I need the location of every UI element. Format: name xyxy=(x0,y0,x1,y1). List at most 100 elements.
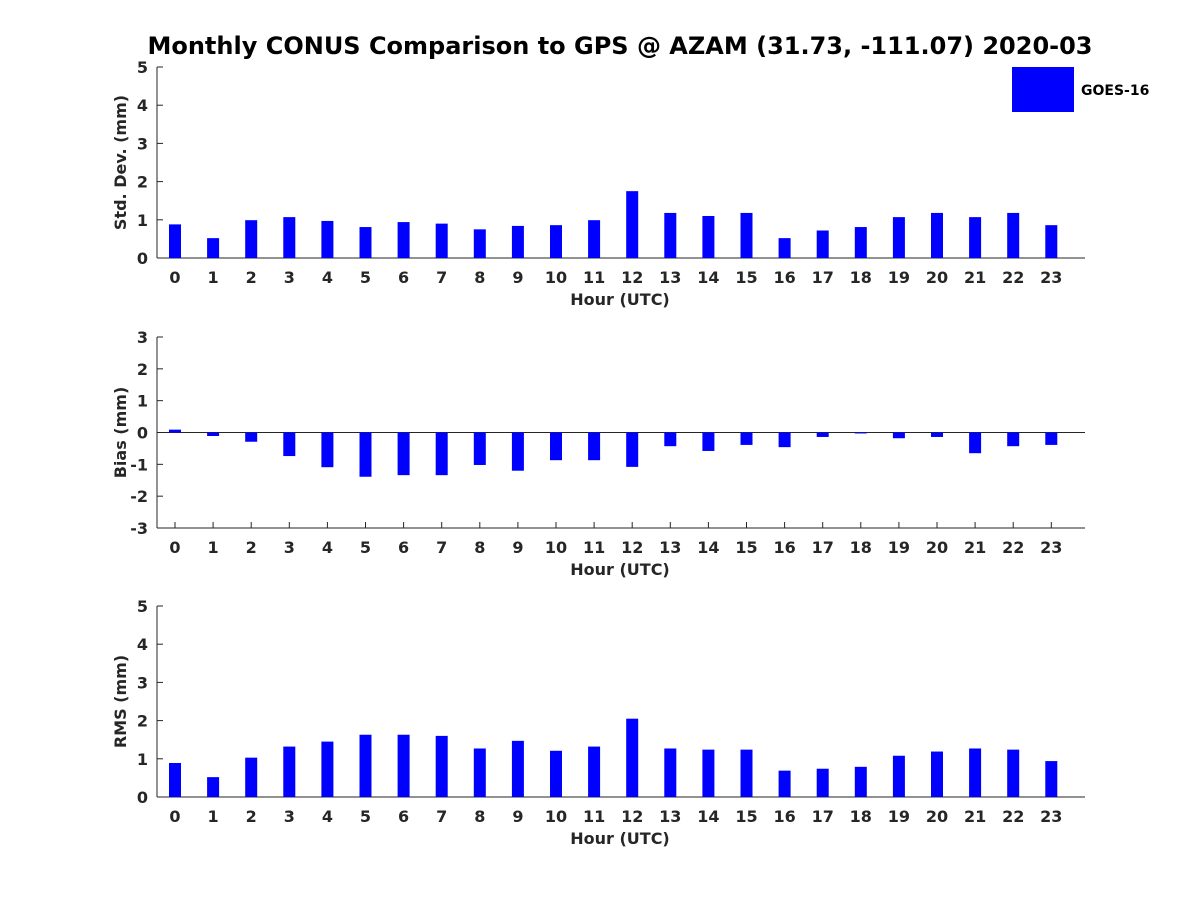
x-axis-label: Hour (UTC) xyxy=(570,829,670,848)
x-tick-label: 17 xyxy=(812,807,834,826)
x-tick-label: 1 xyxy=(208,268,219,287)
x-tick-label: 19 xyxy=(888,538,910,557)
x-tick-label: 0 xyxy=(169,268,180,287)
bar xyxy=(435,735,448,797)
bar xyxy=(1007,749,1020,797)
x-tick-label: 13 xyxy=(659,268,681,287)
bar xyxy=(931,432,943,437)
x-tick-label: 11 xyxy=(583,538,605,557)
x-tick-label: 19 xyxy=(888,807,910,826)
x-tick-label: 7 xyxy=(436,268,447,287)
bar xyxy=(588,746,601,797)
bar xyxy=(969,432,982,454)
bar xyxy=(931,751,943,797)
bar xyxy=(435,432,448,476)
y-tick-label: 2 xyxy=(137,173,148,192)
y-tick-label: 1 xyxy=(137,750,148,769)
bar xyxy=(740,749,753,797)
x-tick-label: 20 xyxy=(926,807,948,826)
bar xyxy=(397,432,410,476)
x-tick-label: 3 xyxy=(284,268,295,287)
x-tick-label: 18 xyxy=(850,807,872,826)
bar xyxy=(397,222,410,258)
bar xyxy=(588,220,601,258)
bar xyxy=(473,748,486,797)
x-tick-label: 13 xyxy=(659,807,681,826)
bar xyxy=(1045,225,1058,258)
bar xyxy=(283,217,296,258)
x-tick-label: 3 xyxy=(284,807,295,826)
bar xyxy=(207,238,220,258)
x-tick-label: 4 xyxy=(322,268,333,287)
x-tick-label: 22 xyxy=(1002,807,1024,826)
bar xyxy=(702,432,715,451)
bar xyxy=(931,212,943,258)
y-tick-label: 1 xyxy=(137,211,148,230)
bar xyxy=(169,224,181,258)
y-tick-label: 0 xyxy=(137,788,148,807)
bar xyxy=(778,770,791,797)
x-tick-label: 14 xyxy=(697,807,719,826)
x-tick-label: 6 xyxy=(398,538,409,557)
legend: GOES-16 xyxy=(1012,67,1149,112)
bar xyxy=(816,768,829,797)
x-tick-label: 20 xyxy=(926,268,948,287)
x-tick-label: 2 xyxy=(246,538,257,557)
bar xyxy=(702,749,715,797)
x-tick-label: 15 xyxy=(735,538,757,557)
x-tick-label: 12 xyxy=(621,538,643,557)
x-tick-label: 21 xyxy=(964,538,986,557)
y-axis-label: Bias (mm) xyxy=(111,387,130,479)
y-tick-label: 4 xyxy=(137,96,148,115)
y-tick-label: 4 xyxy=(137,635,148,654)
y-tick-label: 2 xyxy=(137,712,148,731)
bar xyxy=(245,432,258,442)
bar xyxy=(892,217,905,258)
y-tick-label: 5 xyxy=(137,58,148,77)
x-tick-label: 13 xyxy=(659,538,681,557)
bar xyxy=(1007,432,1020,447)
y-tick-label: 0 xyxy=(137,424,148,443)
bar xyxy=(511,740,524,797)
bar xyxy=(626,718,639,797)
x-tick-label: 8 xyxy=(474,807,485,826)
x-tick-label: 18 xyxy=(850,268,872,287)
x-tick-label: 10 xyxy=(545,268,567,287)
x-tick-label: 0 xyxy=(169,538,180,557)
bar xyxy=(321,220,334,258)
bar xyxy=(511,225,524,258)
x-tick-label: 22 xyxy=(1002,538,1024,557)
bar xyxy=(588,432,601,461)
bar xyxy=(283,746,296,797)
bar xyxy=(854,766,867,797)
x-tick-label: 21 xyxy=(964,268,986,287)
bar xyxy=(321,432,334,468)
bar xyxy=(359,432,372,477)
x-tick-label: 16 xyxy=(773,807,795,826)
bar xyxy=(473,432,486,465)
bar xyxy=(1045,432,1058,445)
bar xyxy=(969,217,982,258)
y-tick-label: 2 xyxy=(137,360,148,379)
x-tick-label: 21 xyxy=(964,807,986,826)
x-tick-label: 7 xyxy=(436,538,447,557)
x-tick-label: 19 xyxy=(888,268,910,287)
x-tick-label: 9 xyxy=(512,538,523,557)
bar xyxy=(740,212,753,258)
bar xyxy=(664,432,677,447)
bar xyxy=(245,757,258,797)
x-tick-label: 7 xyxy=(436,807,447,826)
bar xyxy=(550,225,562,258)
x-tick-label: 14 xyxy=(697,538,719,557)
x-tick-label: 16 xyxy=(773,268,795,287)
x-tick-label: 12 xyxy=(621,807,643,826)
x-tick-label: 17 xyxy=(812,538,834,557)
legend-label: GOES-16 xyxy=(1081,83,1149,99)
x-tick-label: 15 xyxy=(735,807,757,826)
bar xyxy=(816,432,829,437)
x-tick-label: 4 xyxy=(322,538,333,557)
y-axis-label: Std. Dev. (mm) xyxy=(111,95,130,230)
